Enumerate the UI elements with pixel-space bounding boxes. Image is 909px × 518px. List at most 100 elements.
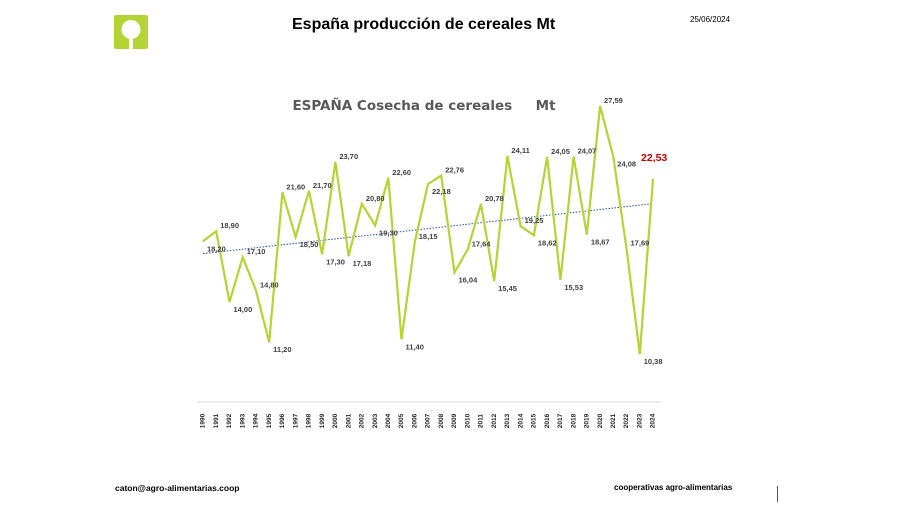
data-label: 17,69 [631,239,650,248]
data-point [572,156,575,158]
data-point [295,236,297,238]
data-point [546,156,548,158]
data-point [347,255,350,257]
x-tick-label: 1994 [253,413,260,428]
data-label: 11,40 [406,342,424,351]
x-tick-label: 1998 [306,413,313,428]
data-label: 15,53 [564,283,583,292]
data-point [639,353,641,355]
header-date: 25/06/2024 [690,15,731,24]
chart-title: ESPAÑA Cosecha de cereales Mt [292,97,556,114]
x-tick-label: 2014 [517,413,524,428]
logo-icon [114,15,148,49]
data-label: 21,60 [286,182,305,191]
footer-organization: cooperativas agro-alimentarias [614,483,733,492]
x-tick-label: 2015 [531,413,538,428]
data-label: 14,80 [260,280,279,289]
x-tick-label: 1991 [213,413,220,428]
data-point [520,225,522,227]
x-tick-label: 1995 [266,413,273,428]
data-point [599,105,601,107]
data-point [533,234,535,236]
data-label: 10,38 [644,357,663,366]
x-tick-label: 2012 [491,413,498,428]
data-point [228,301,231,303]
data-label: 16,04 [458,275,478,284]
data-label: 18,50 [300,240,319,249]
data-point [559,279,561,281]
data-point [625,248,628,250]
x-tick-label: 2003 [372,413,379,428]
data-label: 18,20 [207,244,226,253]
x-tick-label: 2022 [623,413,630,428]
data-point [480,203,482,205]
data-point [586,233,588,236]
x-tick-label: 2023 [636,413,643,428]
data-label: 18,67 [591,238,610,247]
data-point [361,203,363,205]
data-label: 11,20 [273,345,291,354]
x-tick-label: 2001 [345,413,352,428]
x-tick-label: 1992 [226,413,233,428]
x-tick-label: 1993 [239,413,246,428]
x-tick-label: 2009 [451,413,458,428]
x-tick-label: 2018 [570,413,577,428]
data-label: 17,10 [247,247,266,256]
data-label: 22,76 [445,166,464,175]
x-tick-label: 2020 [597,413,604,428]
data-label: 22,18 [432,187,451,196]
x-tick-label: 2021 [610,413,617,428]
data-label: 27,59 [604,96,623,105]
x-tick-label: 2019 [584,413,591,428]
x-tick-label: 2016 [544,413,551,428]
data-point [467,248,469,250]
x-tick-label: 2011 [478,414,485,428]
data-label: 21,70 [313,181,332,190]
x-tick-label: 2024 [650,413,657,428]
data-point [414,241,416,243]
data-label: 14,00 [233,305,252,314]
data-point [427,183,429,185]
x-tick-label: 1997 [292,413,299,428]
data-point [440,175,442,177]
data-point [387,177,389,179]
x-tick-label: 2010 [464,413,471,428]
data-point [493,280,495,282]
x-tick-label: 1996 [279,413,286,428]
footer-email: caton@agro-alimentarias.coop [115,483,240,493]
data-label: 17,30 [326,257,345,266]
x-tick-label: 2007 [425,413,432,428]
data-point [612,155,614,158]
data-point [400,338,403,340]
data-point [652,178,654,180]
x-tick-label: 2004 [385,413,392,428]
data-label: 19,25 [525,216,544,225]
data-label: 20,78 [485,194,504,203]
data-point [334,161,336,163]
x-tick-label: 2002 [359,413,366,428]
data-label: 19,30 [379,228,398,237]
footer-divider [777,486,778,502]
data-label: 17,64 [472,239,492,248]
x-tick-label: 2006 [411,413,418,428]
data-point [321,253,323,255]
data-label: 23,70 [339,152,358,161]
data-label: 20,80 [366,194,385,203]
data-point [281,191,284,193]
data-point [202,240,204,242]
data-point [308,190,310,192]
x-tick-label: 2005 [398,413,405,428]
data-point [374,224,376,227]
data-label: 24,05 [551,147,570,156]
data-point [506,155,509,157]
data-label: 18,15 [419,232,438,241]
data-label: 17,18 [353,259,372,268]
data-point [215,230,217,232]
data-label: 24,11 [511,146,529,155]
x-tick-label: 1990 [200,413,207,428]
data-point [268,341,270,343]
data-point [242,256,244,258]
x-tick-label: 2008 [438,413,445,428]
data-point [453,271,456,274]
